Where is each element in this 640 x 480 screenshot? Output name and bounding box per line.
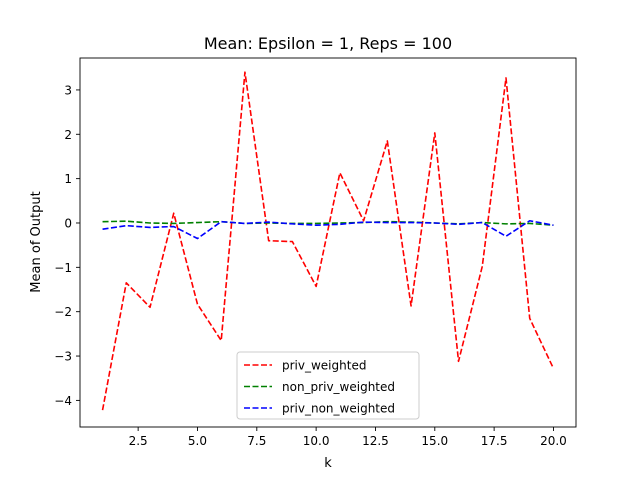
x-tick-label: 10.0 — [303, 434, 330, 448]
y-tick-label: −1 — [54, 261, 72, 275]
legend-label-non-priv-weighted: non_priv_weighted — [282, 380, 395, 394]
x-axis-label: k — [324, 456, 332, 471]
y-axis-ticks: −4 −3 −2 −1 0 1 2 3 — [54, 83, 80, 408]
x-tick-label: 17.5 — [481, 434, 508, 448]
y-tick-label: 0 — [64, 216, 72, 230]
series-line-priv-weighted — [101, 71, 555, 411]
x-tick-label: 12.5 — [362, 434, 389, 448]
x-tick-label: 5.0 — [188, 434, 207, 448]
y-tick-label: −3 — [54, 350, 72, 364]
legend-label-priv-non-weighted: priv_non_weighted — [282, 402, 395, 416]
series-layer — [101, 71, 555, 411]
x-tick-label: 20.0 — [540, 434, 567, 448]
x-tick-label: 7.5 — [247, 434, 266, 448]
y-tick-label: 3 — [64, 83, 72, 97]
x-axis-ticks: 2.5 5.0 7.5 10.0 12.5 15.0 17.5 20.0 — [129, 427, 567, 448]
legend-label-priv-weighted: priv_weighted — [282, 359, 366, 373]
y-tick-label: 2 — [64, 128, 72, 142]
legend: priv_weighted non_priv_weighted priv_non_w… — [236, 351, 420, 420]
plot-area-frame — [79, 57, 577, 428]
y-tick-label: −4 — [54, 394, 72, 408]
x-tick-label: 15.0 — [421, 434, 448, 448]
x-tick-label: 2.5 — [129, 434, 148, 448]
chart-title: Mean: Epsilon = 1, Reps = 100 — [204, 34, 452, 53]
series-line-priv-non-weighted — [102, 219, 554, 240]
y-tick-label: 1 — [64, 172, 72, 186]
y-tick-label: −2 — [54, 305, 72, 319]
y-axis-label: Mean of Output — [29, 191, 44, 292]
legend-box — [236, 351, 420, 420]
